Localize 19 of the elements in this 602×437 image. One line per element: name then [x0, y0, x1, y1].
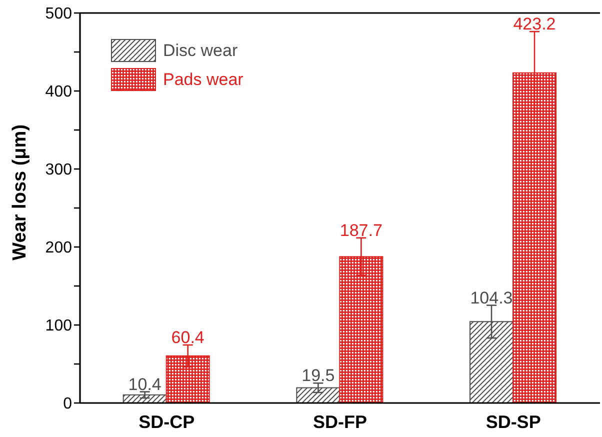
y-tick-label: 100: [45, 318, 72, 335]
x-tick-label: SD-CP: [138, 412, 195, 432]
data-label: 187.7: [340, 220, 382, 240]
x-tick-label: SD-FP: [313, 412, 367, 432]
x-tick-label: SD-SP: [486, 412, 541, 432]
y-tick-label: 200: [45, 240, 72, 257]
legend-label: Pads wear: [163, 70, 244, 90]
data-label: 10.4: [128, 374, 162, 394]
data-label: 104.3: [470, 288, 513, 308]
y-tick-label: 0: [63, 396, 72, 413]
data-label: 19.5: [302, 366, 335, 386]
y-tick-label: 400: [45, 84, 72, 101]
y-tick-label: 300: [45, 162, 72, 179]
data-label: 60.4: [171, 328, 204, 347]
y-tick-label: 500: [45, 6, 72, 23]
data-label: 423.2: [513, 14, 556, 34]
y-axis-title: Wear loss (μm): [10, 124, 30, 260]
bar: [296, 387, 340, 403]
legend-label: Disc wear: [163, 40, 238, 60]
